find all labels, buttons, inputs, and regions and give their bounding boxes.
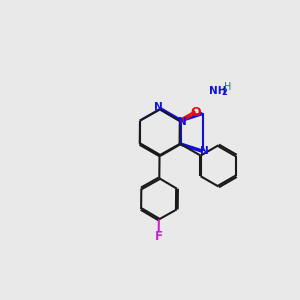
Text: 2: 2 xyxy=(221,88,227,97)
Text: N: N xyxy=(154,102,163,112)
Text: F: F xyxy=(154,230,163,243)
Text: O: O xyxy=(190,106,201,118)
Text: H: H xyxy=(224,82,232,92)
Text: N: N xyxy=(200,146,208,156)
Text: N: N xyxy=(178,117,187,127)
Text: NH: NH xyxy=(209,86,226,96)
